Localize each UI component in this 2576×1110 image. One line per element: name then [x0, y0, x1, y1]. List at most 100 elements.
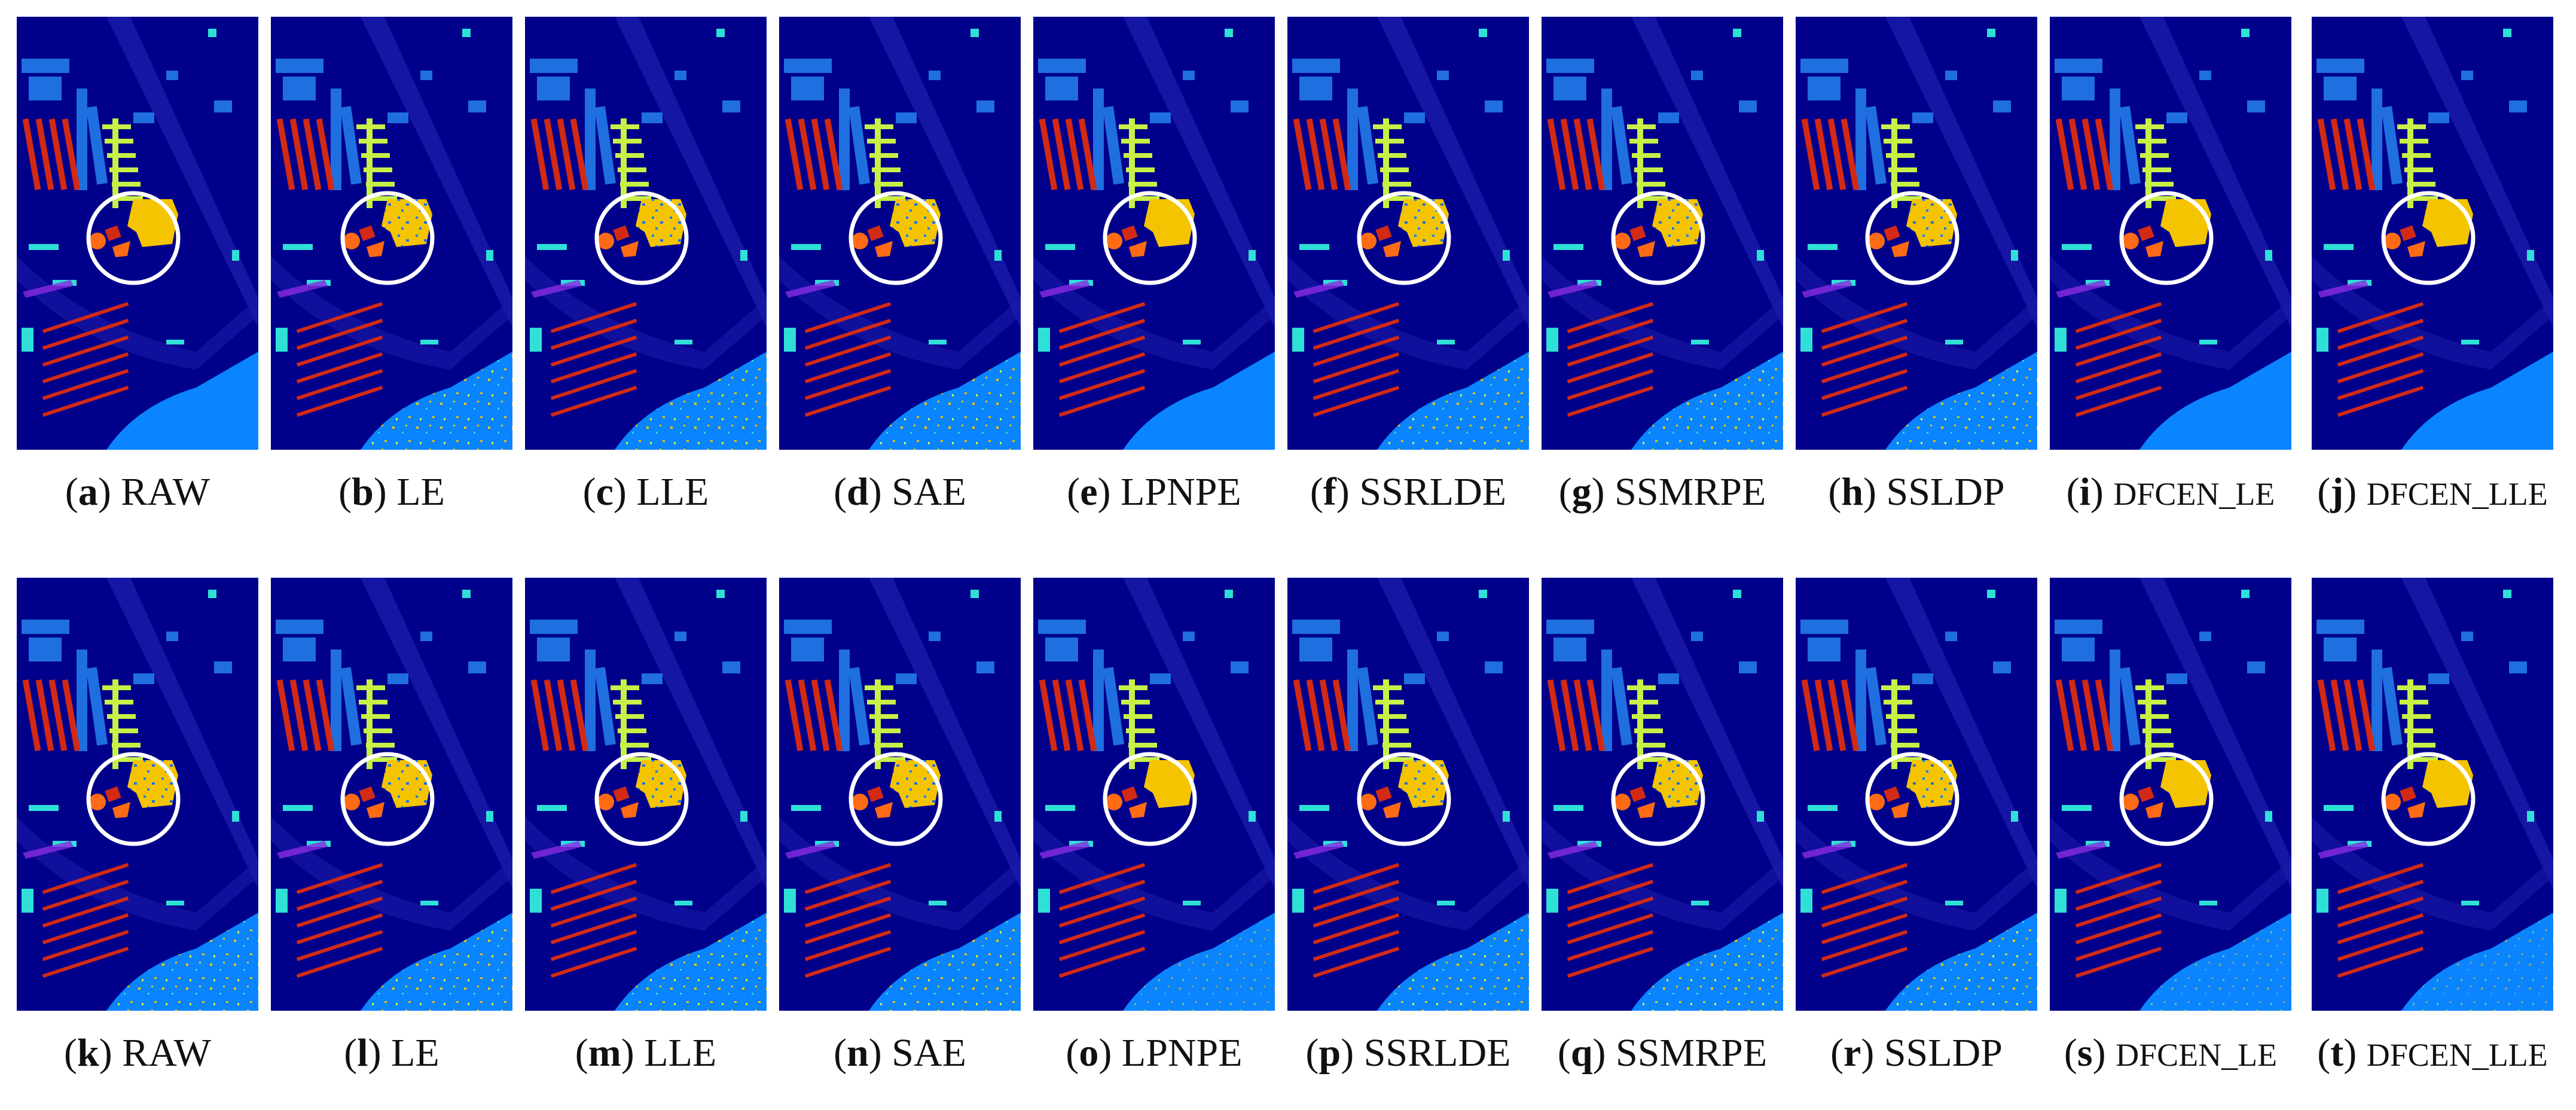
classification-map-thumbnail [17, 17, 258, 450]
panel-caption: (p) SSRLDE [1305, 1031, 1511, 1075]
panel-method-label: SSRLDE [1359, 470, 1507, 514]
panel-letter: a [78, 470, 98, 514]
panel-method-label: SSMRPE [1614, 470, 1766, 514]
panel-method-label: LLE [636, 470, 709, 514]
panel-caption: (l) LE [344, 1031, 439, 1075]
white-circle-highlight [2119, 752, 2214, 846]
panel-caption: (s) DFCEN_LE [2064, 1031, 2278, 1075]
panel-method-label: DFCEN_LLE [2366, 1037, 2548, 1073]
panel-e: (e) LPNPE [1033, 17, 1275, 512]
panel-method-label: LE [391, 1031, 439, 1075]
classification-map-thumbnail [2050, 17, 2291, 450]
panel-letter: f [1323, 470, 1336, 514]
panel-b: (b) LE [271, 17, 512, 512]
panel-method-label: SAE [892, 1031, 966, 1075]
panel-letter: n [847, 1031, 869, 1075]
white-circle-highlight [2119, 191, 2214, 285]
white-circle-highlight [2381, 752, 2476, 846]
white-circle-highlight [1357, 752, 1451, 846]
panel-letter: r [1844, 1031, 1861, 1075]
panel-o: (o) LPNPE [1033, 578, 1275, 1073]
panel-letter: g [1571, 470, 1592, 514]
classification-map-thumbnail [1796, 17, 2037, 450]
panel-method-label: SSLDP [1886, 470, 2005, 514]
panel-i: (i) DFCEN_LE [2050, 17, 2291, 512]
panel-method-label: SSRLDE [1363, 1031, 1511, 1075]
classification-map-thumbnail [17, 578, 258, 1011]
classification-map-thumbnail [271, 17, 512, 450]
panel-caption: (e) LPNPE [1067, 470, 1241, 514]
classification-map-thumbnail [1542, 17, 1783, 450]
panel-letter: i [2079, 470, 2090, 514]
panel-caption: (f) SSRLDE [1310, 470, 1507, 514]
panel-method-label: RAW [122, 1031, 211, 1075]
white-circle-highlight [849, 752, 943, 846]
white-circle-highlight [1103, 752, 1197, 846]
panel-caption: (j) DFCEN_LLE [2317, 470, 2548, 514]
white-circle-highlight [594, 191, 689, 285]
panel-letter: q [1570, 1031, 1593, 1075]
white-circle-highlight [1611, 191, 1705, 285]
panel-caption: (o) LPNPE [1066, 1031, 1243, 1075]
panel-letter: t [2330, 1031, 2344, 1075]
panel-letter: d [847, 470, 869, 514]
panel-caption: (g) SSMRPE [1558, 470, 1766, 514]
panel-letter: s [2077, 1031, 2093, 1075]
classification-map-thumbnail [2312, 17, 2553, 450]
panel-caption: (c) LLE [582, 470, 709, 514]
panel-letter: j [2330, 470, 2344, 514]
panel-t: (t) DFCEN_LLE [2312, 578, 2553, 1073]
panel-l: (l) LE [271, 578, 512, 1073]
panel-method-label: SSLDP [1884, 1031, 2003, 1075]
panel-g: (g) SSMRPE [1542, 17, 1783, 512]
panel-letter: h [1841, 470, 1864, 514]
panel-n: (n) SAE [779, 578, 1021, 1073]
white-circle-highlight [849, 191, 943, 285]
panel-method-label: LPNPE [1121, 470, 1241, 514]
panel-d: (d) SAE [779, 17, 1021, 512]
classification-map-thumbnail [525, 578, 767, 1011]
classification-map-thumbnail [1287, 17, 1529, 450]
panel-a: (a) RAW [17, 17, 258, 512]
panel-method-label: SAE [892, 470, 966, 514]
panel-method-label: LLE [644, 1031, 717, 1075]
panel-letter: e [1080, 470, 1098, 514]
panel-letter: b [352, 470, 374, 514]
panel-c: (c) LLE [525, 17, 767, 512]
white-circle-highlight [2381, 191, 2476, 285]
classification-map-thumbnail [2312, 578, 2553, 1011]
panel-method-label: DFCEN_LE [2113, 476, 2275, 512]
classification-map-thumbnail [1033, 17, 1275, 450]
classification-map-thumbnail [525, 17, 767, 450]
panel-method-label: LE [396, 470, 445, 514]
panel-method-label: DFCEN_LLE [2366, 476, 2548, 512]
panel-letter: o [1079, 1031, 1099, 1075]
white-circle-highlight [1865, 191, 1960, 285]
panel-f: (f) SSRLDE [1287, 17, 1529, 512]
white-circle-highlight [340, 191, 435, 285]
panel-p: (p) SSRLDE [1287, 578, 1529, 1073]
panel-caption: (h) SSLDP [1828, 470, 2005, 514]
classification-map-thumbnail [2050, 578, 2291, 1011]
classification-map-thumbnail [1796, 578, 2037, 1011]
classification-map-thumbnail [1287, 578, 1529, 1011]
panel-caption: (r) SSLDP [1830, 1031, 2003, 1075]
panel-caption: (n) SAE [834, 1031, 966, 1075]
panel-letter: k [77, 1031, 99, 1075]
panel-h: (h) SSLDP [1796, 17, 2037, 512]
panel-r: (r) SSLDP [1796, 578, 2037, 1073]
classification-map-thumbnail [1542, 578, 1783, 1011]
white-circle-highlight [1865, 752, 1960, 846]
panel-m: (m) LLE [525, 578, 767, 1073]
panel-method-label: SSMRPE [1616, 1031, 1768, 1075]
white-circle-highlight [594, 752, 689, 846]
panel-q: (q) SSMRPE [1542, 578, 1783, 1073]
white-circle-highlight [1103, 191, 1197, 285]
panel-k: (k) RAW [17, 578, 258, 1073]
white-circle-highlight [86, 752, 181, 846]
panel-method-label: DFCEN_LE [2116, 1037, 2278, 1073]
panel-s: (s) DFCEN_LE [2050, 578, 2291, 1073]
white-circle-highlight [1611, 752, 1705, 846]
panel-caption: (k) RAW [64, 1031, 211, 1075]
panel-caption: (m) LLE [575, 1031, 717, 1075]
